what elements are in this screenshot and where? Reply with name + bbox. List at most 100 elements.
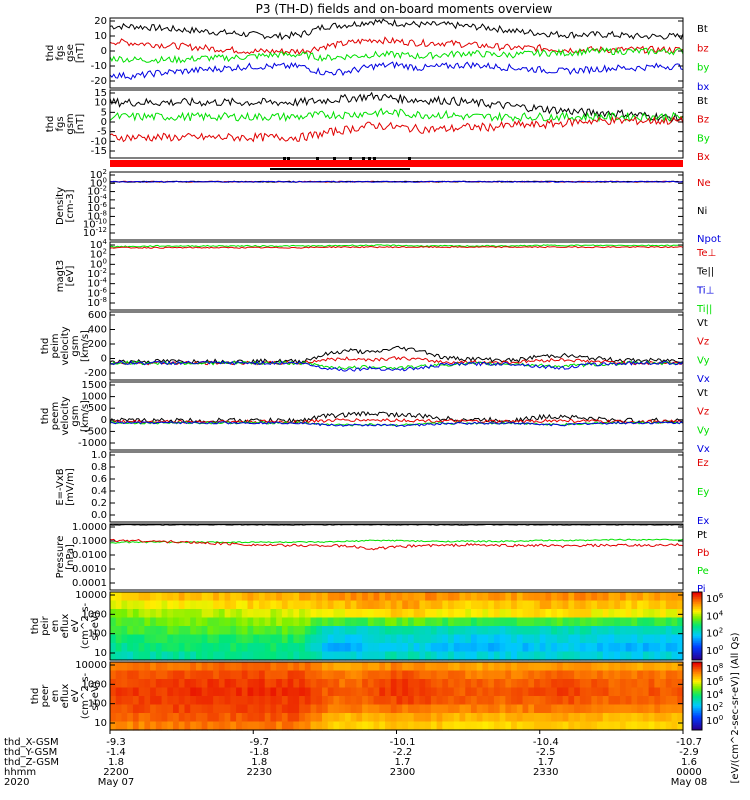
heatmap-cell xyxy=(637,643,644,653)
heatmap-cell xyxy=(362,643,369,653)
heatmap-cell xyxy=(522,670,529,680)
heatmap-cell xyxy=(493,626,501,636)
heatmap-cell xyxy=(402,704,409,714)
heatmap-cell xyxy=(115,687,123,697)
legend-entry: bz xyxy=(697,43,709,54)
heatmap-cell xyxy=(419,670,426,680)
heatmap-cell xyxy=(505,651,512,661)
heatmap-cell xyxy=(436,592,443,602)
heatmap-cell xyxy=(344,713,352,723)
heatmap-cell xyxy=(591,670,598,680)
heatmap-cell xyxy=(631,609,638,619)
heatmap-cell xyxy=(350,713,357,723)
heatmap-cell xyxy=(499,696,506,706)
heatmap-cell xyxy=(339,609,346,619)
heatmap-cell xyxy=(201,609,209,619)
heatmap-cell xyxy=(574,687,581,697)
heatmap-cell xyxy=(333,634,340,644)
heatmap-cell xyxy=(213,721,220,731)
heatmap-cell xyxy=(671,643,678,653)
heatmap-cell xyxy=(356,600,363,610)
heatmap-cell xyxy=(184,670,191,680)
heatmap-cell xyxy=(539,592,547,602)
heatmap-cell xyxy=(436,713,443,723)
heatmap-cell xyxy=(161,617,168,627)
heatmap-cell xyxy=(413,643,421,653)
heatmap-cell xyxy=(144,609,151,619)
heatmap-cell xyxy=(293,600,300,610)
heatmap-cell xyxy=(448,643,455,653)
heatmap-cell xyxy=(488,609,495,619)
heatmap-cell xyxy=(551,662,558,672)
heatmap-cell xyxy=(459,609,466,619)
heatmap-cell xyxy=(522,713,529,723)
heatmap-cell xyxy=(356,670,363,680)
page-title: P3 (TH-D) fields and on-board moments ov… xyxy=(256,2,553,16)
heatmap-cell xyxy=(534,600,541,610)
heatmap-cell xyxy=(505,662,512,672)
heatmap-cell xyxy=(218,617,226,627)
y-tick-label: -500 xyxy=(84,426,107,437)
heatmap-cell xyxy=(356,696,363,706)
heatmap-cell xyxy=(470,670,478,680)
heatmap-cell xyxy=(579,634,587,644)
heatmap-cell xyxy=(608,679,615,689)
heatmap-cell xyxy=(534,651,541,661)
heatmap-cell xyxy=(677,592,684,602)
heatmap-cell xyxy=(442,617,449,627)
heatmap-cell xyxy=(195,713,203,723)
heatmap-cell xyxy=(436,634,443,644)
heatmap-cell xyxy=(419,617,426,627)
colorbar-label: [eV/(cm^2-sec-sr-eV)] (All Qs) xyxy=(730,632,741,783)
heatmap-cell xyxy=(316,617,323,627)
heatmap-cell xyxy=(138,592,145,602)
heatmap-cell xyxy=(207,651,214,661)
heatmap-cell xyxy=(201,662,209,672)
heatmap-cell xyxy=(562,651,569,661)
heatmap-cell xyxy=(132,643,140,653)
y-tick-label: -200 xyxy=(84,368,107,379)
heatmap-cell xyxy=(195,600,203,610)
heatmap-cell xyxy=(287,651,294,661)
heatmap-cell xyxy=(551,704,558,714)
heatmap-cell xyxy=(247,662,254,672)
heatmap-cell xyxy=(293,704,300,714)
heatmap-cell xyxy=(488,670,495,680)
heatmap-cell xyxy=(585,704,592,714)
heatmap-cell xyxy=(665,634,673,644)
heatmap-cell xyxy=(270,713,277,723)
heatmap-cell xyxy=(425,634,432,644)
heatmap-cell xyxy=(585,696,592,706)
heatmap-cell xyxy=(333,609,340,619)
heatmap-cell xyxy=(138,704,145,714)
heatmap-cell xyxy=(339,721,346,731)
heatmap-cell xyxy=(545,687,552,697)
heatmap-cell xyxy=(230,634,237,644)
heatmap-cell xyxy=(597,651,604,661)
heatmap-cell xyxy=(654,617,661,627)
y-axis-label: thd peim velocity gsm [km/s] xyxy=(40,326,91,365)
legend-entry: Vt xyxy=(697,388,708,399)
heatmap-cell xyxy=(614,626,621,636)
heatmap-cell xyxy=(597,662,604,672)
heatmap-cell xyxy=(362,651,369,661)
heatmap-cell xyxy=(562,592,569,602)
heatmap-cell xyxy=(367,634,375,644)
heatmap-cell xyxy=(253,643,260,653)
heatmap-cell xyxy=(178,662,186,672)
heatmap-cell xyxy=(213,713,220,723)
heatmap-cell xyxy=(339,643,346,653)
heatmap-cell xyxy=(115,634,123,644)
heatmap-cell xyxy=(442,609,449,619)
heatmap-cell xyxy=(597,592,604,602)
heatmap-cell xyxy=(344,687,352,697)
heatmap-cell xyxy=(499,643,506,653)
heatmap-cell xyxy=(453,662,461,672)
heatmap-cell xyxy=(132,609,140,619)
heatmap-cell xyxy=(585,721,592,731)
heatmap-cell xyxy=(150,704,157,714)
heatmap-cell xyxy=(190,617,197,627)
heatmap-cell xyxy=(671,696,678,706)
heatmap-cell xyxy=(218,670,226,680)
y-axis-label: magt3 [eV] xyxy=(55,260,76,293)
